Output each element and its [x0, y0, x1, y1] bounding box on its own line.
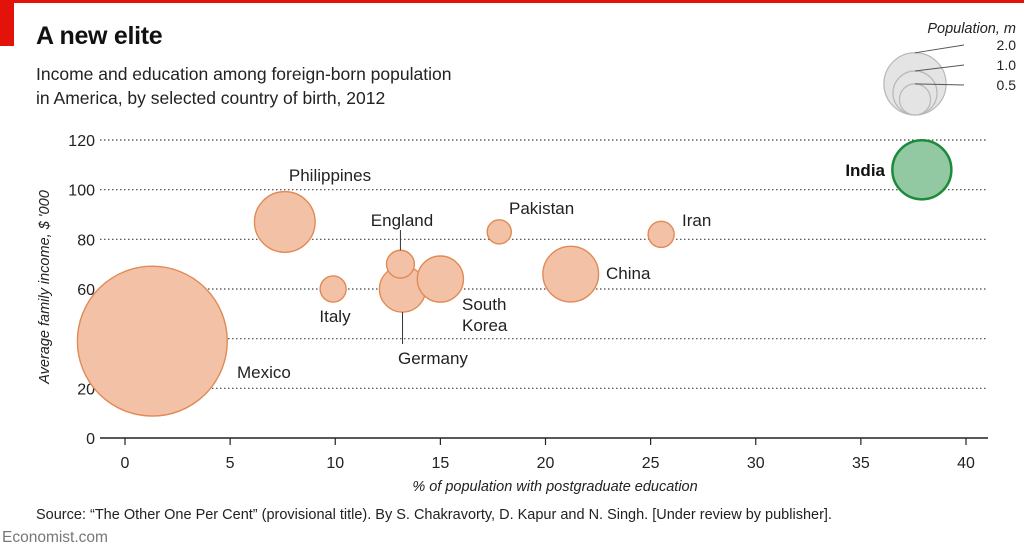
bubble-china [542, 245, 600, 303]
x-tick-label: 15 [431, 455, 449, 472]
source-note: Source: “The Other One Per Cent” (provis… [36, 507, 832, 523]
bubble-pakistan [486, 219, 512, 245]
size-legend-title: Population, m [927, 21, 1016, 37]
x-tick-label: 40 [957, 455, 975, 472]
subtitle-line-1: Income and education among foreign-born … [36, 64, 452, 84]
bubble-iran [647, 220, 675, 249]
y-tick-label: 120 [68, 133, 95, 150]
bubble-mexico [76, 265, 228, 417]
bubble-italy [319, 275, 347, 303]
size-legend-label: 2.0 [997, 37, 1017, 53]
red-corner-tag [0, 0, 14, 46]
chart-subtitle: Income and education among foreign-born … [36, 62, 596, 110]
point-label-germany: Germany [398, 349, 468, 368]
x-tick-label: 0 [121, 455, 130, 472]
bubble-philippines [253, 190, 316, 253]
size-legend-leader [914, 64, 965, 72]
size-legend-leader [914, 83, 965, 86]
y-tick-label: 20 [77, 381, 95, 398]
x-tick-label: 30 [747, 455, 765, 472]
size-legend-label: 0.5 [997, 77, 1017, 93]
point-label-pakistan: Pakistan [509, 199, 574, 218]
top-accent-rule [0, 0, 1024, 3]
point-label-india: India [845, 161, 885, 180]
size-legend-circle [898, 83, 932, 116]
point-label-italy: Italy [319, 307, 351, 326]
point-label-south-korea: South [462, 295, 506, 314]
x-axis-title: % of population with postgraduate educat… [412, 479, 697, 495]
y-tick-label: 0 [86, 431, 95, 448]
x-tick-label: 35 [852, 455, 870, 472]
point-label-philippines: Philippines [289, 166, 371, 185]
bubble-india [891, 139, 953, 201]
point-label-england: England [371, 211, 433, 230]
chart-title: A new elite [36, 22, 163, 50]
x-tick-label: 25 [642, 455, 660, 472]
bubble-south-korea [416, 255, 465, 303]
point-label-iran: Iran [682, 211, 711, 230]
point-label-south-korea: Korea [462, 316, 508, 335]
size-legend-label: 1.0 [997, 57, 1017, 73]
y-tick-label: 60 [77, 282, 95, 299]
brand-credit: Economist.com [2, 529, 108, 546]
size-legend-leader [914, 44, 965, 54]
y-tick-label: 100 [68, 183, 95, 200]
x-tick-label: 5 [226, 455, 235, 472]
subtitle-line-2: in America, by selected country of birth… [36, 88, 386, 108]
y-axis-title: Average family income, $ '000 [37, 190, 53, 385]
bubble-england [385, 249, 416, 279]
point-label-china: China [606, 264, 651, 283]
y-tick-label: 80 [77, 232, 95, 249]
x-tick-label: 10 [326, 455, 344, 472]
point-label-mexico: Mexico [237, 363, 291, 382]
x-tick-label: 20 [537, 455, 555, 472]
